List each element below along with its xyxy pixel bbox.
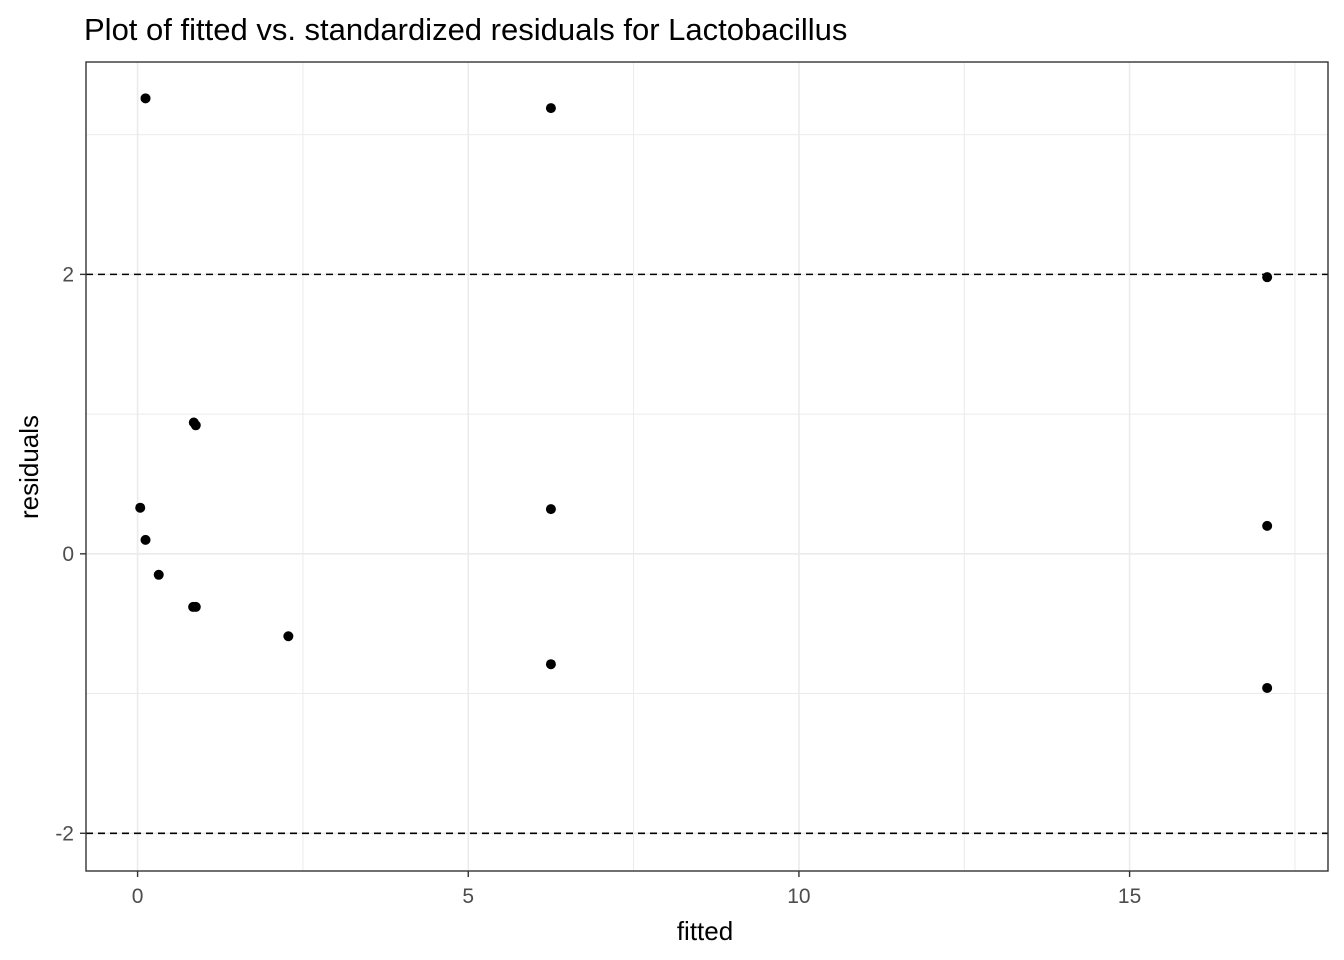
x-axis-title: fitted bbox=[677, 916, 733, 946]
data-points bbox=[135, 93, 1273, 693]
major-gridlines bbox=[86, 62, 1328, 871]
data-point bbox=[545, 504, 556, 515]
data-point bbox=[140, 93, 151, 104]
x-tick-label: 0 bbox=[132, 885, 144, 908]
y-axis-title: residuals bbox=[14, 415, 44, 519]
data-point bbox=[140, 534, 151, 545]
x-tick-label: 10 bbox=[787, 885, 810, 908]
y-tick-label: -2 bbox=[55, 822, 74, 845]
y-axis-ticks: -2 0 2 bbox=[55, 263, 86, 845]
chart-title: Plot of fitted vs. standardized residual… bbox=[84, 12, 847, 47]
data-point bbox=[190, 420, 201, 431]
data-point bbox=[153, 569, 164, 580]
reference-lines bbox=[86, 273, 1328, 835]
y-tick-label: 0 bbox=[62, 543, 74, 566]
data-point bbox=[135, 502, 146, 513]
x-tick-label: 5 bbox=[462, 885, 474, 908]
data-point bbox=[190, 601, 201, 612]
y-tick-label: 2 bbox=[62, 263, 74, 286]
x-axis-ticks: 0 5 10 15 bbox=[132, 871, 1141, 908]
data-point bbox=[283, 631, 294, 642]
data-point bbox=[545, 103, 556, 114]
data-point bbox=[1262, 520, 1273, 531]
minor-gridlines bbox=[86, 62, 1328, 871]
panel-border bbox=[85, 61, 1329, 872]
data-point bbox=[545, 659, 556, 670]
x-tick-label: 15 bbox=[1118, 885, 1141, 908]
data-point bbox=[1262, 682, 1273, 693]
data-point bbox=[1262, 272, 1273, 283]
